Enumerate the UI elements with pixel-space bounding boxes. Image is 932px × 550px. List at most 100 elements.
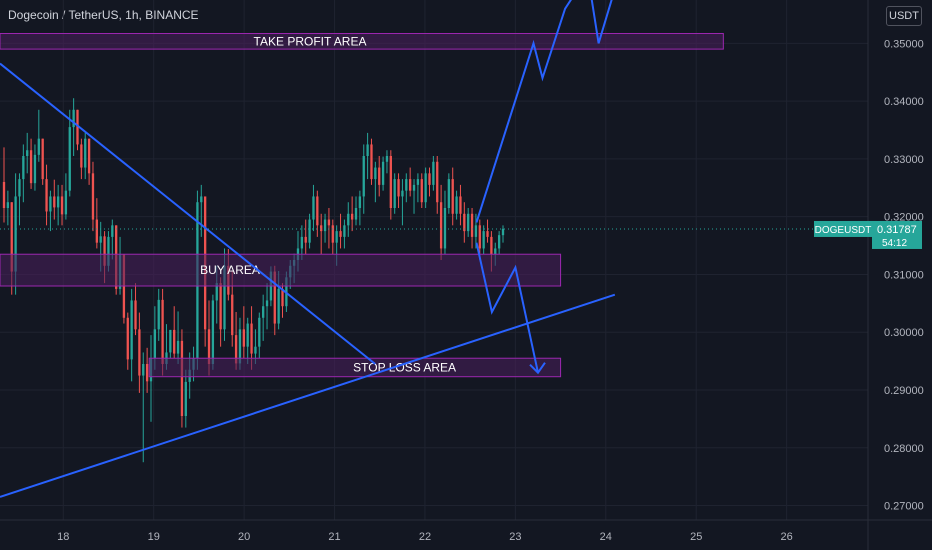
candle-body xyxy=(153,329,157,359)
candle-body xyxy=(393,179,396,208)
candle-body xyxy=(219,283,222,330)
candle-body xyxy=(134,300,137,330)
candle-body xyxy=(29,150,33,184)
candle-body xyxy=(126,317,129,360)
candle-body xyxy=(45,179,48,212)
y-tick-label: 0.27000 xyxy=(884,501,924,513)
candle-body xyxy=(494,248,497,255)
candle-body xyxy=(412,184,416,191)
candle-body xyxy=(68,127,71,191)
candle-body xyxy=(490,236,493,255)
candle-body xyxy=(142,364,145,376)
candle-body xyxy=(169,329,172,353)
candle-body xyxy=(138,329,141,376)
candle-body xyxy=(242,329,245,347)
candle-body xyxy=(331,225,334,243)
candle-body xyxy=(358,196,362,208)
projection-path xyxy=(475,0,613,223)
trendline xyxy=(0,62,376,365)
candle-body xyxy=(103,236,106,266)
candle-body xyxy=(432,161,435,185)
candle-body xyxy=(350,213,354,220)
candle-body xyxy=(439,202,443,249)
zone-label: TAKE PROFIT AREA xyxy=(254,34,367,48)
candle-body xyxy=(130,300,133,360)
candle-body xyxy=(145,364,149,382)
price-tag xyxy=(872,220,922,249)
candle-body xyxy=(463,213,466,232)
candle-body xyxy=(401,190,404,197)
candle-body xyxy=(14,196,17,272)
candle-body xyxy=(176,340,180,354)
candle-body xyxy=(501,228,505,236)
zone-label: BUY AREA xyxy=(200,263,260,277)
candle-body xyxy=(238,329,242,364)
candle-body xyxy=(428,173,431,185)
candle-body xyxy=(49,196,52,212)
candle-body xyxy=(478,225,481,249)
candle-body xyxy=(482,231,485,249)
candle-body xyxy=(436,161,439,203)
currency-badge[interactable]: USDT xyxy=(886,6,922,26)
candle-body xyxy=(362,156,365,197)
candle-body xyxy=(53,196,56,208)
y-tick-label: 0.31000 xyxy=(884,269,924,281)
candle-body xyxy=(211,300,215,364)
y-tick-label: 0.34000 xyxy=(884,96,924,108)
price-marker: DOGEUSDT 0.31787 54:12 xyxy=(0,220,922,249)
candle-body xyxy=(91,173,95,220)
candle-body xyxy=(254,346,257,354)
candle-body xyxy=(308,219,311,243)
candle-body xyxy=(474,225,478,237)
candle-body xyxy=(215,283,218,301)
candle-body xyxy=(72,109,75,128)
candle-body xyxy=(6,202,10,208)
candle-body xyxy=(76,109,79,145)
zones: TAKE PROFIT AREA BUY AREA STOP LOSS AREA xyxy=(0,33,724,378)
candle-body xyxy=(56,196,60,208)
candle-body xyxy=(107,236,110,266)
candle-body xyxy=(312,196,315,220)
candle-body xyxy=(343,225,346,237)
candle-body xyxy=(161,299,164,364)
price-label: 0.31787 xyxy=(877,224,917,236)
candle-body xyxy=(424,173,427,203)
candle-body xyxy=(18,179,21,197)
y-tick-label: 0.28000 xyxy=(884,443,924,455)
candle-body xyxy=(84,138,87,168)
candle-body xyxy=(200,196,203,203)
candle-body xyxy=(385,156,389,162)
candle-body xyxy=(323,219,327,232)
candle-body xyxy=(64,190,68,215)
trendline xyxy=(0,293,616,498)
y-tick-label: 0.35000 xyxy=(884,38,924,50)
candle-body xyxy=(277,288,280,324)
candle-body xyxy=(370,144,373,180)
candle-body xyxy=(409,179,412,191)
y-tick-label: 0.29000 xyxy=(884,385,924,397)
candle-body xyxy=(335,231,338,243)
candle-body xyxy=(2,182,6,208)
candle-body xyxy=(467,213,470,232)
candle-body xyxy=(389,156,392,208)
candle-body xyxy=(10,202,13,272)
candle-body xyxy=(173,329,176,354)
candle-body xyxy=(273,271,276,324)
candle-body xyxy=(381,161,385,185)
candle-body xyxy=(304,236,307,243)
candle-body xyxy=(231,294,234,336)
candle-body xyxy=(397,179,400,197)
candle-body xyxy=(223,265,226,330)
candle-body xyxy=(443,208,447,249)
candle-body xyxy=(354,208,358,220)
candle-body xyxy=(262,306,265,318)
zone-label: STOP LOSS AREA xyxy=(353,360,456,374)
projections xyxy=(475,0,613,375)
candle-body xyxy=(339,231,342,237)
x-axis-band xyxy=(0,520,932,550)
candle-body xyxy=(22,156,25,180)
candle-body xyxy=(470,213,474,237)
candle-body xyxy=(447,179,451,208)
x-tick-label: 19 xyxy=(148,531,160,543)
